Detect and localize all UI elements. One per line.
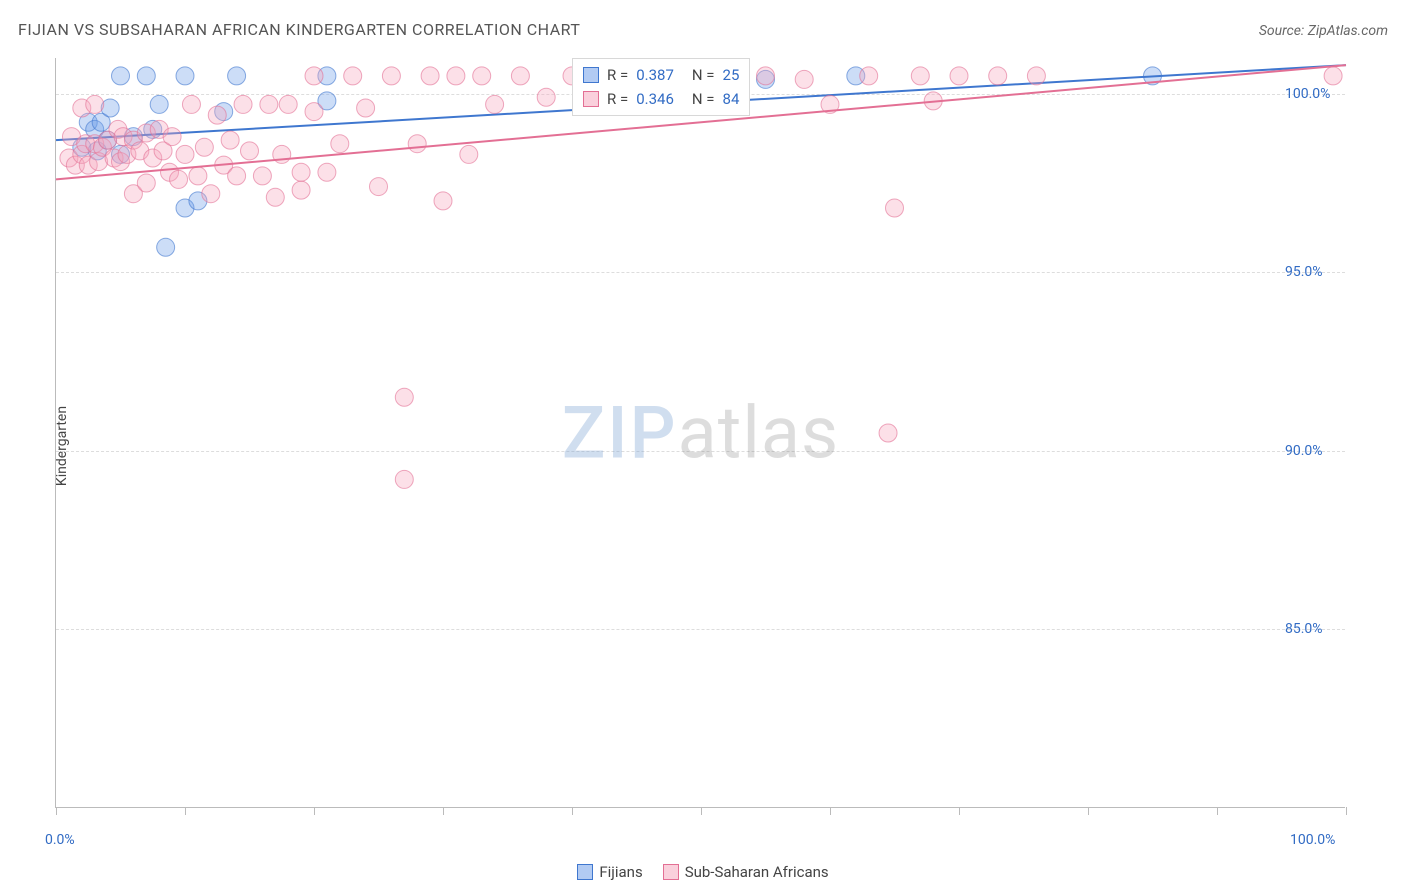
n-label: N = [692,63,715,87]
data-point [357,99,375,117]
data-point [370,178,388,196]
r-label: R = [607,87,628,111]
chart-header: FIJIAN VS SUBSAHARAN AFRICAN KINDERGARTE… [18,20,1388,39]
ytick-label: 100.0% [1285,86,1330,102]
data-point [382,67,400,85]
data-point [101,99,119,117]
data-point [182,95,200,113]
data-point [305,103,323,121]
data-point [795,70,813,88]
xtick [830,807,831,815]
data-point [950,67,968,85]
ytick-label: 85.0% [1285,621,1323,637]
legend-item: Sub-Saharan Africans [663,863,829,881]
data-point [757,67,775,85]
legend-row: R = 0.387 N = 25 [583,63,739,87]
legend-label: Sub-Saharan Africans [685,863,829,881]
legend-swatch [663,864,679,880]
source-label: Source: ZipAtlas.com [1259,23,1388,39]
data-point [434,192,452,210]
xtick [1088,807,1089,815]
data-point [176,67,194,85]
data-point [170,170,188,188]
data-point [292,181,310,199]
xtick [1217,807,1218,815]
ytick-label: 95.0% [1285,264,1323,280]
data-point [266,188,284,206]
chart-title: FIJIAN VS SUBSAHARAN AFRICAN KINDERGARTE… [18,20,580,39]
data-point [486,95,504,113]
plot-area: ZIPatlas R =0.387N =25R =0.346N =84 [55,58,1345,808]
xtick-label-left: 0.0% [45,832,75,848]
chart-svg [56,58,1345,807]
data-point [395,470,413,488]
data-point [221,131,239,149]
ytick-label: 90.0% [1285,443,1323,459]
data-point [537,88,555,106]
n-value: 84 [723,87,740,111]
data-point [279,95,297,113]
data-point [241,142,259,160]
data-point [408,135,426,153]
correlation-legend: R = 0.387 N = 25 R = 0.346 N = 84 [572,58,750,116]
xtick [959,807,960,815]
data-point [195,138,213,156]
xtick [314,807,315,815]
data-point [228,67,246,85]
data-point [447,67,465,85]
data-point [305,67,323,85]
xtick-label-right: 100.0% [1290,832,1335,848]
data-point [234,95,252,113]
data-point [150,95,168,113]
r-value: 0.387 [636,63,674,87]
data-point [176,145,194,163]
data-point [137,67,155,85]
xtick [572,807,573,815]
data-point [260,95,278,113]
xtick [701,807,702,815]
data-point [86,95,104,113]
data-point [879,424,897,442]
data-point [292,163,310,181]
data-point [473,67,491,85]
data-point [202,185,220,203]
data-point [460,145,478,163]
data-point [137,174,155,192]
data-point [860,67,878,85]
legend-label: Fijians [599,863,642,881]
data-point [208,106,226,124]
data-point [511,67,529,85]
data-point [163,128,181,146]
legend-bottom: Fijians Sub-Saharan Africans [0,863,1406,884]
xtick [1346,807,1347,815]
data-point [253,167,271,185]
n-label: N = [692,87,715,111]
n-value: 25 [723,63,740,87]
xtick [185,807,186,815]
data-point [189,167,207,185]
data-point [112,67,130,85]
data-point [1027,67,1045,85]
legend-swatch [577,864,593,880]
data-point [395,388,413,406]
data-point [1324,67,1342,85]
data-point [911,67,929,85]
data-point [344,67,362,85]
data-point [318,163,336,181]
r-value: 0.346 [636,87,674,111]
data-point [157,238,175,256]
legend-row: R = 0.346 N = 84 [583,87,739,111]
legend-item: Fijians [577,863,642,881]
xtick [443,807,444,815]
data-point [989,67,1007,85]
r-label: R = [607,63,628,87]
data-point [331,135,349,153]
data-point [886,199,904,217]
legend-swatch [583,67,599,83]
legend-swatch [583,91,599,107]
data-point [421,67,439,85]
xtick [56,807,57,815]
data-point [228,167,246,185]
